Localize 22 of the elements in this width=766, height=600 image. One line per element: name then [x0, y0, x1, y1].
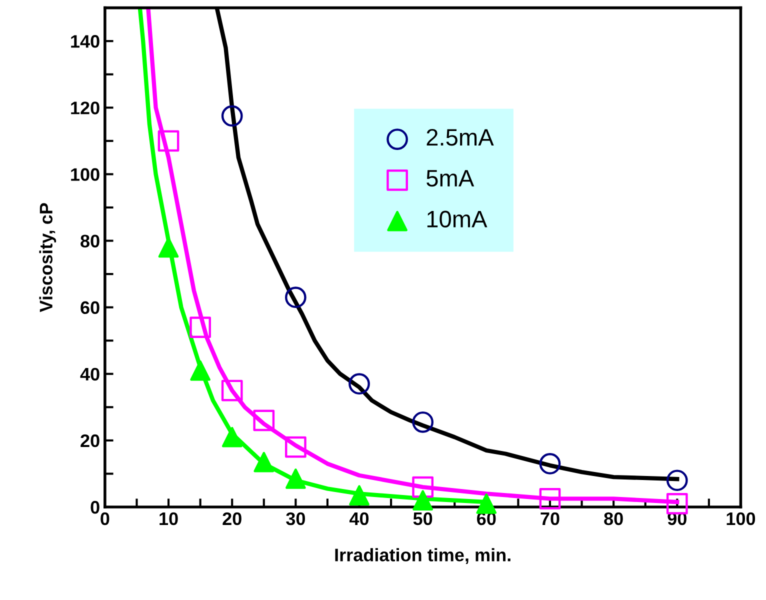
y-tick-label: 100 — [71, 168, 100, 181]
y-tick-label: 20 — [80, 434, 100, 448]
legend-label: 10mA — [427, 210, 488, 228]
y-tick-label: 0 — [90, 500, 100, 514]
x-tick-label: 80 — [604, 512, 623, 526]
x-tick-label: 0 — [100, 512, 110, 526]
y-tick-label: 80 — [80, 234, 100, 248]
x-tick-label: 10 — [160, 512, 178, 526]
x-tick-label: 100 — [726, 512, 756, 526]
x-axis-title: Irradiation time, min. — [335, 548, 510, 564]
y-axis-title: Viscosity, cP — [39, 203, 56, 312]
y-tick-label: 60 — [80, 301, 100, 314]
x-tick-label: 40 — [349, 512, 369, 526]
legend-label: 5mA — [426, 170, 474, 187]
legend-label: 2.5mA — [426, 128, 494, 146]
x-tick-label: 30 — [286, 512, 305, 526]
y-tick-label: 140 — [71, 35, 100, 48]
y-tick-label: 120 — [71, 102, 100, 114]
x-tick-label: 20 — [222, 512, 242, 526]
y-tick-label: 40 — [80, 368, 100, 381]
x-tick-label: 50 — [413, 512, 432, 526]
x-tick-label: 70 — [540, 512, 560, 526]
